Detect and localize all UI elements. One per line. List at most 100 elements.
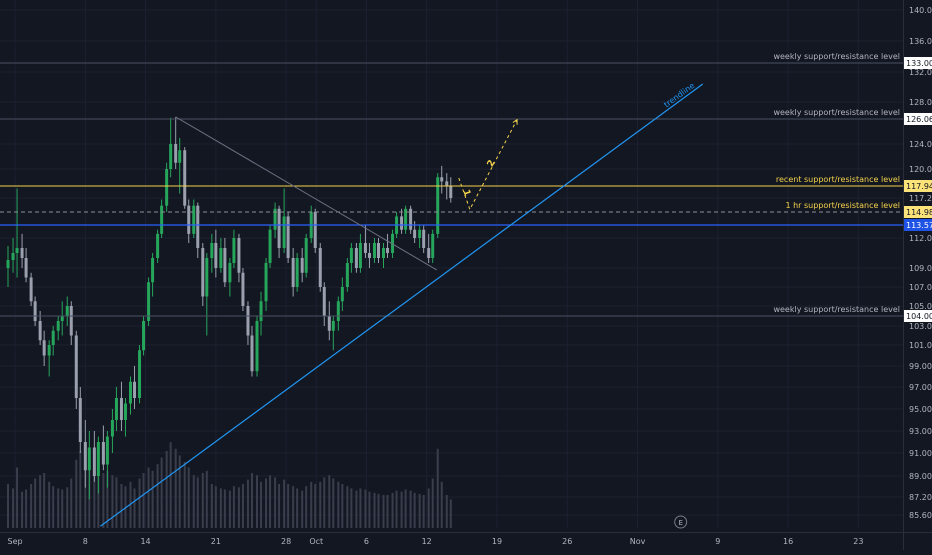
volume-bar [93, 467, 96, 528]
candle-body [129, 381, 132, 404]
volume-bar [237, 487, 240, 528]
candle-body [15, 248, 19, 253]
candle-body [304, 238, 308, 273]
price-badge-label: 104.00 [906, 312, 932, 321]
candle-body [223, 248, 227, 283]
candle-body [38, 321, 42, 341]
volume-bar [66, 487, 69, 528]
volume-bar [39, 475, 42, 528]
volume-bar [314, 484, 317, 528]
volume-bar [61, 489, 64, 528]
volume-bar [269, 475, 272, 528]
volume-bar [241, 484, 244, 528]
candle-body [413, 229, 417, 238]
y-tick-label: 91.00 [909, 449, 932, 458]
volume-bar [359, 488, 362, 528]
candle-body [237, 238, 241, 273]
candle-body [51, 330, 55, 345]
volume-bar [7, 484, 10, 528]
price-badge [904, 113, 932, 125]
volume-bar [232, 486, 235, 528]
candle-body [83, 442, 87, 471]
volume-bar [265, 478, 268, 528]
y-tick-label: 93.00 [909, 427, 932, 436]
candle-body [60, 316, 64, 321]
candle-body [264, 263, 268, 302]
volume-bar [337, 481, 340, 528]
candle-body [123, 403, 127, 420]
candle-body [313, 211, 317, 248]
y-tick-label: 120.00 [909, 165, 932, 174]
candle-body [33, 301, 37, 321]
drawings: weekly support/resistance level weekly su… [0, 52, 903, 529]
candle-body [286, 216, 290, 258]
candle-body [178, 150, 182, 163]
candle-body [259, 301, 263, 321]
y-tick-label: 107.00 [909, 283, 932, 292]
volume-bar [319, 481, 322, 528]
y-tick-label: 140.00 [909, 6, 932, 15]
volume-bar [283, 479, 286, 528]
candle-body [418, 229, 422, 238]
volume-bar [368, 491, 371, 528]
volume-bar [57, 488, 60, 528]
trendline-label: trendline [662, 81, 696, 109]
volume-bar [205, 470, 208, 528]
y-tick-label: 136.00 [909, 37, 932, 46]
x-tick-label: 14 [140, 537, 150, 546]
candle-body [354, 248, 358, 268]
volume-bar [111, 475, 114, 528]
volume-bar [431, 478, 434, 528]
volume-bar [169, 442, 172, 528]
candle-body [65, 306, 69, 316]
candle-body [291, 258, 295, 287]
candle-body [246, 306, 250, 336]
volume-bar [373, 492, 376, 528]
volume-bar [174, 448, 177, 528]
candle-body [255, 321, 259, 372]
price-badge [904, 57, 932, 69]
volume-bar [436, 448, 439, 528]
candle-body [340, 287, 344, 302]
candle-body [376, 243, 380, 258]
x-tick-label: 6 [364, 537, 369, 546]
volume-bar [400, 491, 403, 528]
y-tick-label: 132.00 [909, 68, 932, 77]
candle-body [440, 177, 444, 182]
y-tick-label: 109.00 [909, 264, 932, 273]
candle-body [92, 447, 96, 476]
candle-body [210, 243, 214, 258]
candle-body [268, 229, 272, 263]
volume-bar [48, 481, 51, 528]
price-badge [904, 310, 932, 322]
candle-body [372, 243, 376, 258]
candle-body [386, 248, 390, 253]
volume-bar [256, 475, 259, 528]
volume-bar [102, 473, 105, 528]
volume-bar [310, 481, 313, 528]
candle-body [205, 258, 209, 297]
candle-body [336, 301, 340, 321]
candle-body [119, 398, 123, 420]
y-tick-label: 97.00 [909, 383, 932, 392]
volume-bar [292, 486, 295, 528]
volume-bar [278, 484, 281, 528]
candle-body [214, 243, 218, 268]
y-tick-label: 103.00 [909, 322, 932, 331]
x-tick-label: 12 [422, 537, 432, 546]
volume-bar [192, 475, 195, 528]
y-tick-label: 99.00 [909, 362, 932, 371]
volume-bar [196, 477, 199, 528]
candle-body [228, 263, 232, 283]
candle-body [318, 248, 322, 287]
candles [6, 116, 453, 500]
y-tick-label: 101.00 [909, 341, 932, 350]
candle-body [409, 208, 413, 230]
candle-body [133, 381, 137, 398]
volume-bar [156, 464, 159, 528]
volume-bar [427, 488, 430, 528]
candle-body [436, 177, 440, 234]
projection-arrowhead [512, 118, 518, 125]
